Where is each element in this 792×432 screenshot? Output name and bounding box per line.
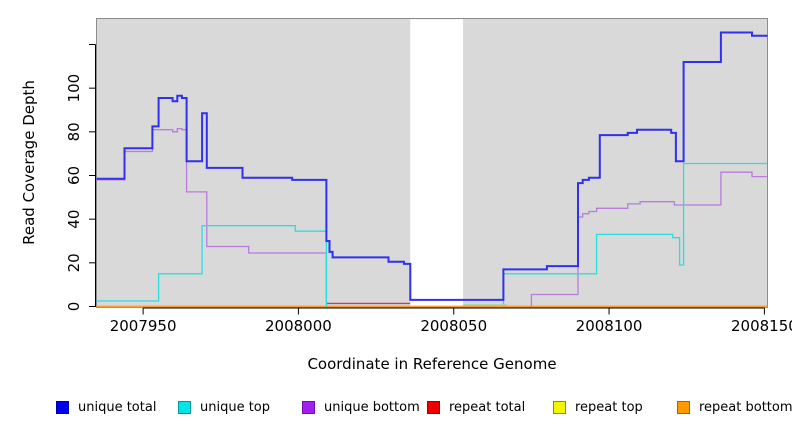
series-unique-total [96, 31, 768, 301]
x-tick-label: 2008000 [265, 317, 332, 335]
legend-item-repeat-bottom: repeat bottom [677, 398, 792, 416]
legend-item-label: repeat bottom [699, 399, 792, 415]
series-unique-bottom [96, 127, 768, 307]
y-tick-label: 100 [65, 74, 83, 103]
y-axis-title: Read Coverage Depth [20, 80, 38, 245]
repeat-bottom-swatch-icon [677, 400, 690, 414]
series-line [502, 162, 768, 305]
repeat-top-swatch-icon [553, 400, 566, 414]
y-tick-label: 60 [65, 166, 83, 185]
series-unique-top [96, 162, 768, 307]
repeat-total-swatch-icon [427, 400, 440, 414]
legend-item-repeat-top: repeat top [553, 398, 643, 416]
legend-item-unique-bottom: unique bottom [302, 398, 420, 416]
legend-item-label: unique bottom [324, 399, 420, 415]
no-data-gap [410, 19, 464, 308]
series-line [96, 31, 768, 301]
series-line [96, 127, 328, 305]
legend-item-label: repeat top [575, 399, 643, 415]
legend-item-unique-total: unique total [56, 398, 156, 416]
x-tick-label: 2008050 [420, 317, 487, 335]
x-tick-label: 2008150 [731, 317, 792, 335]
series-line [96, 225, 328, 307]
x-tick-label: 2008100 [576, 317, 643, 335]
coverage-plot: 0 20 40 60 80 100 2007950 2008000 2008050 2008100… [20, 18, 792, 373]
y-tick-label: 0 [65, 302, 83, 312]
y-tick-label: 40 [65, 210, 83, 229]
unique-total-swatch-icon [56, 400, 69, 414]
legend-item-label: unique top [200, 399, 271, 415]
legend-item-label: repeat total [449, 399, 526, 415]
x-tick-label: 2007950 [110, 317, 177, 335]
series-line [530, 171, 768, 307]
unique-top-swatch-icon [178, 400, 191, 414]
legend-item-repeat-total: repeat total [427, 398, 525, 416]
axes: 0 20 40 60 80 100 2007950 2008000 2008050 2008100… [65, 44, 792, 335]
y-tick-label: 80 [65, 122, 83, 141]
x-axis-title: Coordinate in Reference Genome [307, 355, 556, 373]
unique-bottom-swatch-icon [302, 400, 315, 414]
legend-item-unique-top: unique top [178, 398, 270, 416]
y-tick-label: 20 [65, 253, 83, 272]
legend: unique total unique top unique bottom repea… [0, 398, 792, 424]
legend-item-label: unique total [78, 399, 157, 415]
